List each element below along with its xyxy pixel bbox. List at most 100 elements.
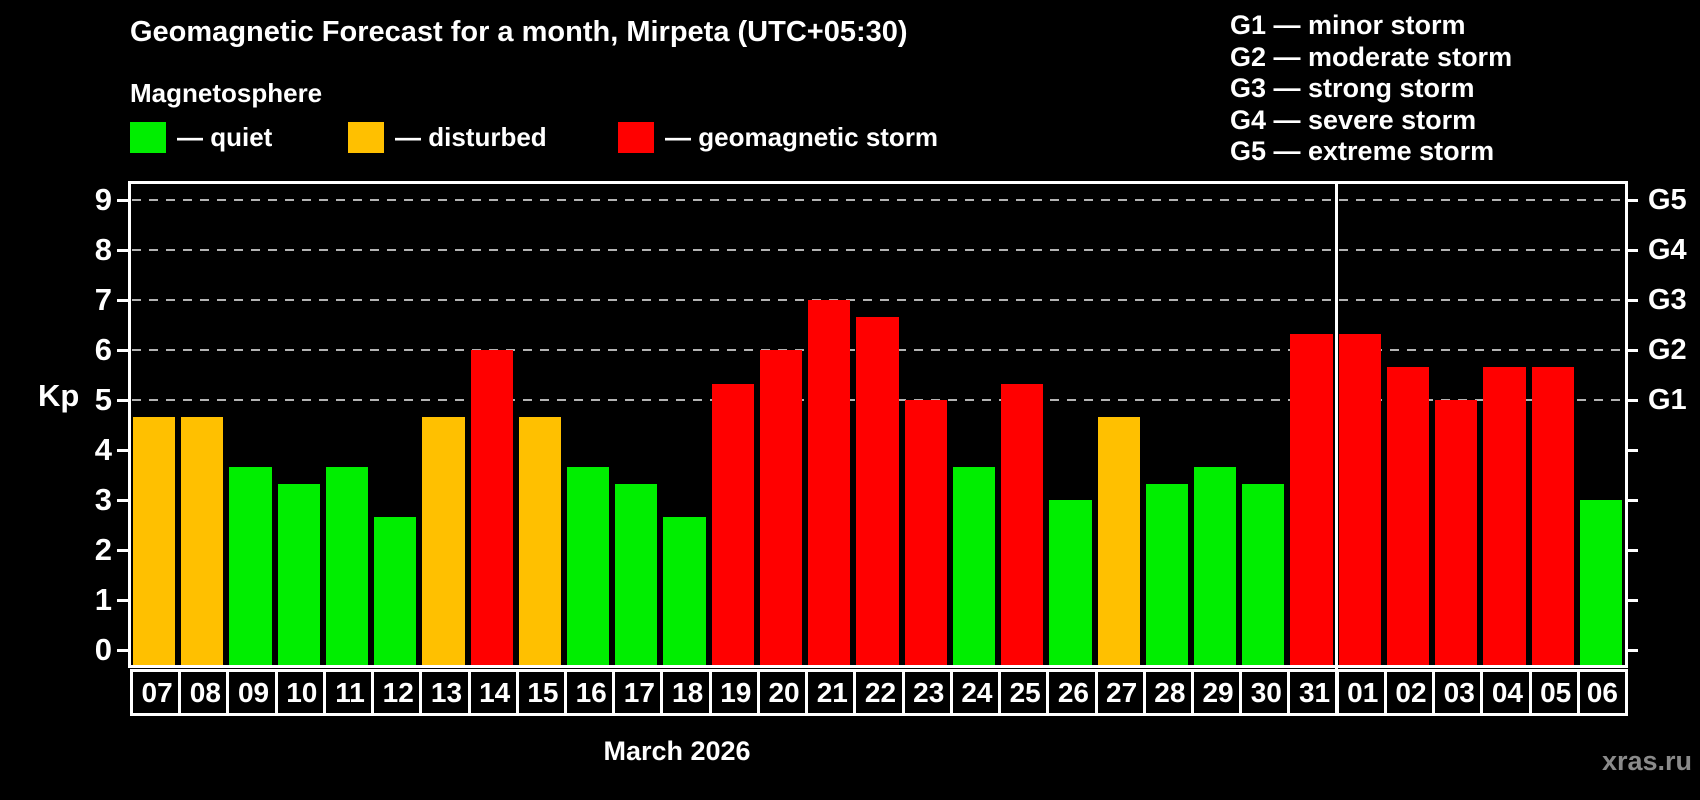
x-label-05: 05 bbox=[1528, 669, 1580, 716]
bar-day-20 bbox=[759, 350, 803, 665]
y-axis-tick-7 bbox=[117, 298, 129, 302]
y-axis-tick-5 bbox=[117, 398, 129, 402]
y-axis-tick-label-9: 9 bbox=[94, 182, 112, 217]
gridline-kp7 bbox=[132, 299, 1623, 301]
bar-day-01 bbox=[1338, 333, 1381, 665]
g-scale-legend: G1 — minor storm G2 — moderate storm G3 … bbox=[1230, 10, 1512, 168]
bar-day-26 bbox=[1049, 500, 1092, 665]
x-label-06: 06 bbox=[1576, 669, 1628, 716]
legend-item-storm: — geomagnetic storm bbox=[618, 121, 938, 153]
g-axis-tick-2 bbox=[1626, 548, 1638, 552]
g-axis-label-g1: G1 bbox=[1648, 384, 1687, 416]
bar-day-25 bbox=[1001, 383, 1044, 665]
y-axis-title: Kp bbox=[38, 378, 80, 413]
x-label-04: 04 bbox=[1480, 669, 1532, 716]
g-axis-tick-1 bbox=[1626, 598, 1638, 602]
watermark: xras.ru bbox=[1601, 746, 1692, 776]
bar-day-23 bbox=[904, 400, 947, 665]
chart-subtitle: Magnetosphere bbox=[130, 78, 323, 108]
legend-item-quiet: — quiet bbox=[130, 121, 272, 153]
x-label-01: 01 bbox=[1335, 669, 1387, 716]
x-label-30: 30 bbox=[1239, 669, 1291, 716]
g-scale-legend-g2: G2 — moderate storm bbox=[1230, 41, 1513, 72]
x-label-12: 12 bbox=[371, 669, 423, 716]
g-scale-legend-g3: G3 — strong storm bbox=[1230, 73, 1475, 103]
bar-day-24 bbox=[952, 466, 996, 665]
chart-title: Geomagnetic Forecast for a month, Mirpet… bbox=[130, 16, 908, 48]
g-axis-label-g2: G2 bbox=[1648, 334, 1687, 366]
x-label-28: 28 bbox=[1142, 669, 1194, 716]
x-label-18: 18 bbox=[660, 669, 712, 716]
y-axis-tick-6 bbox=[117, 348, 129, 352]
x-label-27: 27 bbox=[1094, 669, 1146, 716]
bar-day-07 bbox=[133, 416, 176, 665]
x-label-23: 23 bbox=[901, 669, 953, 716]
y-axis-tick-label-6: 6 bbox=[94, 332, 112, 367]
legend-label-quiet: — quiet bbox=[177, 121, 273, 152]
bar-day-19 bbox=[711, 383, 754, 665]
x-label-13: 13 bbox=[419, 669, 471, 716]
x-label-31: 31 bbox=[1287, 669, 1339, 716]
y-axis-tick-3 bbox=[117, 498, 129, 502]
x-label-07: 07 bbox=[130, 669, 182, 716]
bar-day-09 bbox=[229, 466, 272, 665]
bar-day-13 bbox=[422, 416, 465, 665]
g-axis-label-g3: G3 bbox=[1648, 284, 1687, 316]
disturbed-color-swatch bbox=[348, 121, 384, 153]
x-label-22: 22 bbox=[853, 669, 905, 716]
storm-color-swatch bbox=[618, 121, 654, 153]
quiet-color-swatch bbox=[130, 121, 166, 153]
y-axis-tick-label-7: 7 bbox=[94, 282, 112, 317]
bar-day-11 bbox=[325, 466, 369, 665]
g-scale-legend-g1: G1 — minor storm bbox=[1230, 10, 1466, 40]
g-axis-tick-7 bbox=[1626, 298, 1638, 302]
bar-day-03 bbox=[1435, 400, 1478, 665]
legend-item-disturbed: — disturbed bbox=[348, 121, 547, 153]
y-axis-tick-4 bbox=[117, 448, 129, 452]
g-scale-legend-g5: G5 — extreme storm bbox=[1230, 136, 1495, 166]
bar-day-30 bbox=[1242, 483, 1285, 665]
gridline-kp8 bbox=[132, 249, 1623, 251]
bar-day-05 bbox=[1531, 366, 1574, 665]
y-axis-tick-label-1: 1 bbox=[94, 582, 112, 617]
y-axis-tick-8 bbox=[117, 248, 129, 252]
x-label-24: 24 bbox=[949, 669, 1002, 716]
bar-day-06 bbox=[1579, 500, 1622, 665]
g-axis-tick-9 bbox=[1626, 198, 1638, 202]
x-label-10: 10 bbox=[274, 669, 326, 716]
bar-day-31 bbox=[1290, 333, 1333, 665]
plot-frame bbox=[128, 181, 1628, 668]
g-axis-tick-0 bbox=[1626, 648, 1638, 652]
y-axis-tick-label-4: 4 bbox=[94, 432, 112, 467]
x-label-26: 26 bbox=[1046, 669, 1098, 716]
g-axis-tick-4 bbox=[1626, 448, 1638, 452]
g-axis-tick-6 bbox=[1626, 348, 1638, 352]
bar-day-18 bbox=[663, 516, 706, 665]
x-label-17: 17 bbox=[612, 669, 664, 716]
x-label-29: 29 bbox=[1190, 669, 1243, 716]
g-axis-tick-3 bbox=[1626, 498, 1638, 502]
g-axis-label-g5: G5 bbox=[1648, 184, 1687, 216]
x-label-20: 20 bbox=[756, 669, 809, 716]
y-axis-tick-1 bbox=[117, 598, 129, 602]
bar-day-14 bbox=[470, 350, 513, 665]
legend-label-storm: — geomagnetic storm bbox=[665, 121, 939, 152]
gridline-kp9 bbox=[132, 199, 1623, 201]
x-label-25: 25 bbox=[998, 669, 1050, 716]
legend-label-disturbed: — disturbed bbox=[395, 121, 547, 152]
x-label-09: 09 bbox=[226, 669, 278, 716]
y-axis-tick-label-3: 3 bbox=[94, 482, 112, 517]
bar-day-22 bbox=[856, 316, 899, 665]
bar-day-12 bbox=[374, 516, 417, 665]
month-boundary-line bbox=[1334, 183, 1338, 716]
g-axis-tick-5 bbox=[1626, 398, 1638, 402]
bar-day-08 bbox=[181, 416, 224, 665]
x-label-16: 16 bbox=[564, 669, 616, 716]
bar-day-04 bbox=[1483, 366, 1526, 665]
y-axis-tick-label-0: 0 bbox=[94, 632, 112, 667]
x-label-14: 14 bbox=[467, 669, 519, 716]
x-label-15: 15 bbox=[515, 669, 568, 716]
g-axis-tick-8 bbox=[1626, 248, 1638, 252]
y-axis-tick-label-8: 8 bbox=[94, 232, 112, 267]
